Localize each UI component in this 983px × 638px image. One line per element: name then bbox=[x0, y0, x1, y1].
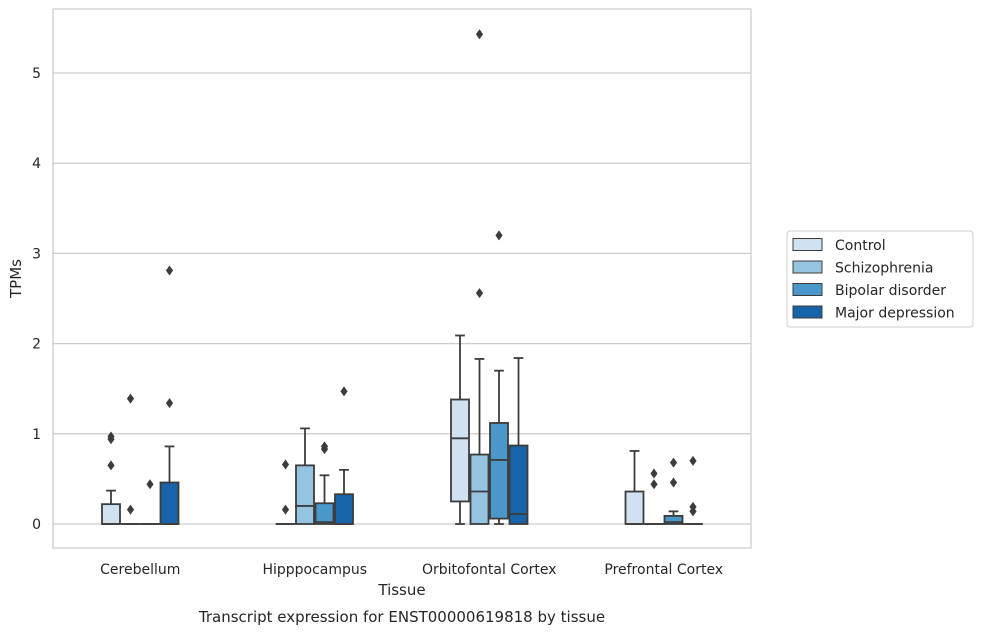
box-group bbox=[626, 451, 644, 524]
outlier-point bbox=[670, 478, 677, 488]
box-rect bbox=[316, 503, 334, 524]
outlier-point bbox=[166, 398, 173, 408]
y-tick-label: 4 bbox=[32, 156, 41, 172]
box-group bbox=[141, 479, 159, 524]
outlier-point bbox=[650, 479, 657, 489]
legend-label: Schizophrenia bbox=[835, 261, 933, 277]
legend-swatch bbox=[793, 284, 822, 296]
x-tick-label: Orbitofontal Cortex bbox=[422, 562, 557, 578]
outlier-point bbox=[107, 460, 114, 470]
box-group bbox=[122, 394, 140, 524]
box-rect bbox=[161, 483, 179, 524]
legend-label: Control bbox=[835, 238, 886, 254]
plot-frame bbox=[53, 9, 751, 548]
box-rect bbox=[335, 494, 353, 524]
outlier-point bbox=[282, 505, 289, 515]
box-group bbox=[316, 441, 334, 524]
box-group bbox=[335, 386, 353, 524]
box-group bbox=[645, 468, 663, 524]
x-axis-title: Tissue bbox=[377, 581, 425, 599]
x-tick-label: Cerebellum bbox=[100, 562, 180, 578]
box-group bbox=[665, 458, 683, 524]
box-group bbox=[490, 230, 508, 524]
legend-swatch bbox=[793, 261, 822, 273]
legend-label: Bipolar disorder bbox=[835, 283, 946, 299]
box-rect bbox=[451, 400, 469, 502]
box-rect bbox=[626, 492, 644, 524]
x-tick-label: Prefrontal Cortex bbox=[604, 562, 723, 578]
boxes bbox=[102, 29, 702, 524]
outlier-point bbox=[166, 266, 173, 276]
outlier-point bbox=[127, 394, 134, 404]
legend-swatch bbox=[793, 306, 822, 318]
box-rect bbox=[471, 455, 489, 524]
legend: Control Schizophrenia Bipolar disorder Majo… bbox=[787, 231, 973, 327]
outlier-point bbox=[146, 479, 153, 489]
x-tick-labels: Cerebellum Hipppocampus Orbitofontal Corte… bbox=[100, 562, 723, 578]
box-group bbox=[277, 459, 295, 524]
box-rect bbox=[296, 465, 314, 524]
legend-label: Major depression bbox=[835, 306, 955, 322]
y-tick-label: 3 bbox=[32, 246, 41, 262]
outlier-point bbox=[689, 456, 696, 466]
outlier-point bbox=[476, 288, 483, 298]
y-axis-title: TPMs bbox=[7, 259, 25, 299]
outlier-point bbox=[476, 29, 483, 39]
box-rect bbox=[102, 504, 120, 524]
box-group bbox=[451, 335, 469, 524]
chart-caption: Transcript expression for ENST0000061981… bbox=[198, 608, 605, 626]
gridlines bbox=[53, 73, 751, 524]
box-group bbox=[471, 29, 489, 524]
outlier-point bbox=[282, 459, 289, 469]
outlier-point bbox=[495, 230, 502, 240]
legend-swatch bbox=[793, 239, 822, 251]
outlier-point bbox=[340, 386, 347, 396]
box-rect bbox=[510, 446, 528, 524]
box-group bbox=[684, 456, 702, 524]
y-tick-label: 5 bbox=[32, 66, 41, 82]
x-tick-label: Hipppocampus bbox=[262, 562, 367, 578]
y-tick-label: 2 bbox=[32, 337, 41, 353]
box-rect bbox=[490, 423, 508, 519]
outlier-point bbox=[670, 458, 677, 468]
box-group bbox=[296, 428, 314, 524]
outlier-point bbox=[127, 505, 134, 515]
box-group bbox=[510, 358, 528, 524]
y-tick-label: 1 bbox=[32, 427, 41, 443]
y-tick-label: 0 bbox=[32, 517, 41, 533]
outlier-point bbox=[650, 468, 657, 478]
box-group bbox=[102, 432, 120, 524]
y-tick-labels: 0 1 2 3 4 5 bbox=[32, 66, 41, 533]
box-group bbox=[161, 266, 179, 524]
